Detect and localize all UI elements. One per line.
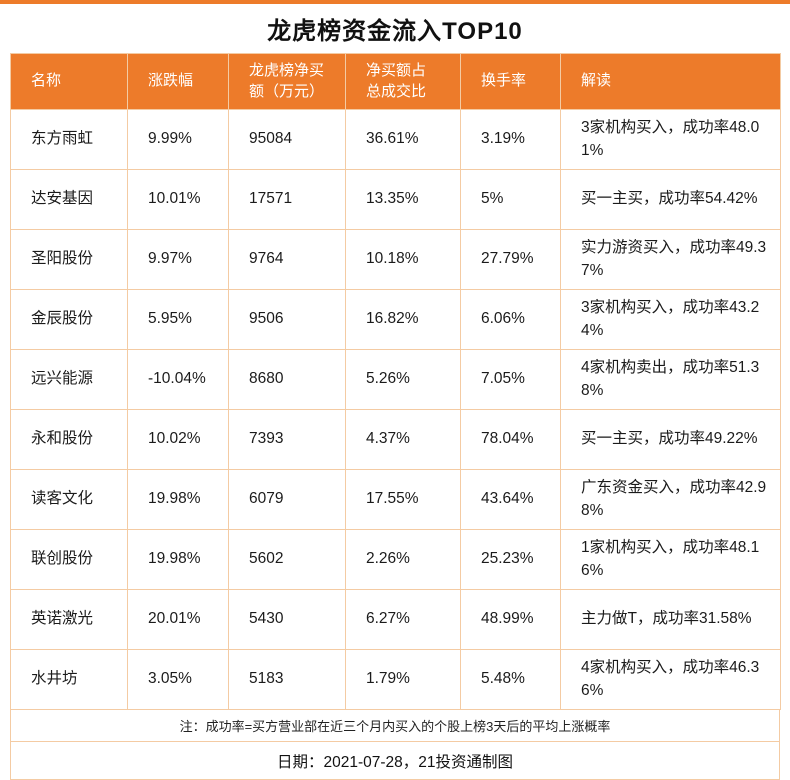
cell-ratio: 5.26% — [345, 349, 461, 410]
cell-turnover: 7.05% — [460, 349, 561, 410]
cell-ratio: 16.82% — [345, 289, 461, 350]
table-row: 英诺激光 20.01% 5430 6.27% 48.99% 主力做T，成功率31.58% — [10, 589, 781, 650]
cell-net-buy: 17571 — [228, 169, 346, 230]
cell-net-buy: 9764 — [228, 229, 346, 290]
cell-name: 联创股份 — [10, 529, 128, 590]
table-row: 水井坊 3.05% 5183 1.79% 5.48% 4家机构买入，成功率46.36% — [10, 649, 781, 710]
cell-ratio: 10.18% — [345, 229, 461, 290]
cell-ratio: 1.79% — [345, 649, 461, 710]
cell-note: 广东资金买入，成功率42.98% — [560, 469, 781, 530]
cell-ratio: 17.55% — [345, 469, 461, 530]
cell-note: 3家机构买入，成功率48.01% — [560, 109, 781, 170]
date-line: 日期：2021-07-28，21投资通制图 — [10, 742, 780, 780]
cell-turnover: 43.64% — [460, 469, 561, 530]
top10-table-container: 名称 涨跌幅 龙虎榜净买 额（万元） 净买额占 总成交比 换手率 解读 东方雨虹 9.99%… — [10, 53, 781, 710]
column-header: 解读 — [560, 53, 781, 110]
column-header: 涨跌幅 — [127, 53, 229, 110]
cell-change: 10.01% — [127, 169, 229, 230]
cell-name: 永和股份 — [10, 409, 128, 470]
cell-change: 3.05% — [127, 649, 229, 710]
cell-change: 20.01% — [127, 589, 229, 650]
cell-name: 圣阳股份 — [10, 229, 128, 290]
table-row: 读客文化 19.98% 6079 17.55% 43.64% 广东资金买入，成功率42.9… — [10, 469, 781, 530]
table-row: 达安基因 10.01% 17571 13.35% 5% 买一主买，成功率54.42% — [10, 169, 781, 230]
cell-ratio: 6.27% — [345, 589, 461, 650]
page-title: 龙虎榜资金流入TOP10 — [267, 18, 523, 45]
cell-name: 东方雨虹 — [10, 109, 128, 170]
cell-change: 19.98% — [127, 469, 229, 530]
cell-net-buy: 8680 — [228, 349, 346, 410]
table-row: 圣阳股份 9.97% 9764 10.18% 27.79% 实力游资买入，成功率49.37… — [10, 229, 781, 290]
table-header: 名称 涨跌幅 龙虎榜净买 额（万元） 净买额占 总成交比 换手率 解读 — [10, 53, 781, 110]
cell-ratio: 13.35% — [345, 169, 461, 230]
cell-net-buy: 5183 — [228, 649, 346, 710]
table-body: 东方雨虹 9.99% 95084 36.61% 3.19% 3家机构买入，成功率48.01… — [10, 109, 781, 710]
table-header-row: 名称 涨跌幅 龙虎榜净买 额（万元） 净买额占 总成交比 换手率 解读 — [10, 53, 781, 110]
cell-name: 达安基因 — [10, 169, 128, 230]
cell-ratio: 36.61% — [345, 109, 461, 170]
top10-table: 名称 涨跌幅 龙虎榜净买 额（万元） 净买额占 总成交比 换手率 解读 东方雨虹 9.99%… — [10, 53, 781, 710]
table-row: 东方雨虹 9.99% 95084 36.61% 3.19% 3家机构买入，成功率48.01… — [10, 109, 781, 170]
cell-note: 4家机构买入，成功率46.36% — [560, 649, 781, 710]
cell-change: 19.98% — [127, 529, 229, 590]
table-row: 远兴能源 -10.04% 8680 5.26% 7.05% 4家机构卖出，成功率51.38… — [10, 349, 781, 410]
column-header: 名称 — [10, 53, 128, 110]
cell-turnover: 3.19% — [460, 109, 561, 170]
cell-net-buy: 9506 — [228, 289, 346, 350]
table-row: 金辰股份 5.95% 9506 16.82% 6.06% 3家机构买入，成功率43.24% — [10, 289, 781, 350]
cell-net-buy: 6079 — [228, 469, 346, 530]
cell-change: 9.99% — [127, 109, 229, 170]
cell-change: 9.97% — [127, 229, 229, 290]
column-header: 净买额占 总成交比 — [345, 53, 461, 110]
cell-net-buy: 5430 — [228, 589, 346, 650]
cell-change: -10.04% — [127, 349, 229, 410]
cell-net-buy: 95084 — [228, 109, 346, 170]
cell-turnover: 25.23% — [460, 529, 561, 590]
cell-turnover: 48.99% — [460, 589, 561, 650]
cell-change: 5.95% — [127, 289, 229, 350]
cell-name: 读客文化 — [10, 469, 128, 530]
top-accent-line — [0, 0, 790, 4]
cell-name: 金辰股份 — [10, 289, 128, 350]
table-row: 永和股份 10.02% 7393 4.37% 78.04% 买一主买，成功率49.22% — [10, 409, 781, 470]
cell-note: 买一主买，成功率49.22% — [560, 409, 781, 470]
cell-net-buy: 7393 — [228, 409, 346, 470]
cell-turnover: 78.04% — [460, 409, 561, 470]
column-header: 换手率 — [460, 53, 561, 110]
column-header: 龙虎榜净买 额（万元） — [228, 53, 346, 110]
cell-note: 主力做T，成功率31.58% — [560, 589, 781, 650]
cell-note: 1家机构买入，成功率48.16% — [560, 529, 781, 590]
cell-note: 实力游资买入，成功率49.37% — [560, 229, 781, 290]
cell-net-buy: 5602 — [228, 529, 346, 590]
cell-note: 买一主买，成功率54.42% — [560, 169, 781, 230]
cell-ratio: 4.37% — [345, 409, 461, 470]
cell-name: 远兴能源 — [10, 349, 128, 410]
footnote: 注：成功率=买方营业部在近三个月内买入的个股上榜3天后的平均上涨概率 — [10, 710, 780, 742]
cell-note: 4家机构卖出，成功率51.38% — [560, 349, 781, 410]
cell-ratio: 2.26% — [345, 529, 461, 590]
cell-turnover: 27.79% — [460, 229, 561, 290]
cell-name: 水井坊 — [10, 649, 128, 710]
cell-turnover: 5.48% — [460, 649, 561, 710]
cell-change: 10.02% — [127, 409, 229, 470]
cell-turnover: 5% — [460, 169, 561, 230]
cell-name: 英诺激光 — [10, 589, 128, 650]
table-row: 联创股份 19.98% 5602 2.26% 25.23% 1家机构买入，成功率48.16… — [10, 529, 781, 590]
cell-turnover: 6.06% — [460, 289, 561, 350]
cell-note: 3家机构买入，成功率43.24% — [560, 289, 781, 350]
